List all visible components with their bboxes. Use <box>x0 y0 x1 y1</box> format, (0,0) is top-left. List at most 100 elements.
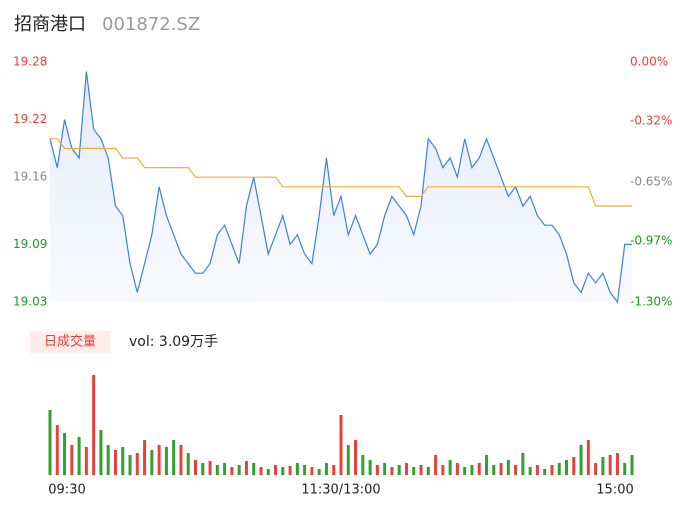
volume-bar <box>499 463 503 475</box>
y2-tick-label: 0.00% <box>630 55 668 69</box>
volume-bar <box>375 465 379 475</box>
price-line <box>49 71 632 304</box>
volume-bar <box>543 469 547 475</box>
volume-bar <box>295 463 299 475</box>
x-tick-label: 15:00 <box>596 483 633 498</box>
volume-bar <box>194 460 197 475</box>
volume-bar <box>586 440 590 475</box>
volume-bar <box>601 457 605 475</box>
volume-bar <box>579 445 583 475</box>
volume-bar <box>615 453 619 475</box>
volume-bar <box>317 469 321 475</box>
volume-bar <box>99 430 103 475</box>
volume-button-label[interactable]: 日成交量 <box>44 334 96 350</box>
volume-bar <box>150 450 154 475</box>
y2-tick-label: -0.97% <box>630 234 672 248</box>
y-tick-label: 19.09 <box>13 237 47 251</box>
volume-bar <box>164 447 168 475</box>
volume-bar <box>506 460 510 475</box>
y2-tick-label: -1.30% <box>630 295 672 309</box>
volume-bar <box>550 465 554 475</box>
y-tick-label: 19.22 <box>13 112 47 126</box>
volume-bar <box>266 469 270 475</box>
stock-code: 001872.SZ <box>102 14 200 35</box>
volume-bar <box>521 453 525 475</box>
volume-bar <box>455 463 459 475</box>
volume-bar <box>324 463 328 475</box>
volume-bar <box>535 465 539 475</box>
volume-bar <box>383 463 387 475</box>
x-tick-label: 11:30/13:00 <box>301 483 380 498</box>
volume-bar <box>70 445 74 475</box>
volume-button[interactable] <box>30 331 110 353</box>
volume-bar <box>448 460 452 475</box>
volume-bar <box>434 455 438 475</box>
volume-bar <box>172 440 176 475</box>
volume-text: vol: 3.09万手 <box>129 334 218 350</box>
volume-bar <box>630 455 634 475</box>
volume-bar <box>223 463 227 475</box>
volume-bar <box>288 466 292 475</box>
volume-bar <box>477 463 481 475</box>
volume-bar <box>608 455 612 475</box>
volume-bar <box>244 461 248 475</box>
volume-bar <box>332 465 336 475</box>
volume-bar <box>528 467 532 475</box>
volume-bar <box>310 467 314 475</box>
volume-bar <box>157 445 161 475</box>
volume-bar <box>419 465 423 475</box>
volume-bar <box>492 465 496 475</box>
volume-bar <box>63 433 67 475</box>
volume-bar <box>135 453 139 475</box>
volume-bar <box>514 465 518 475</box>
volume-bar <box>201 463 205 475</box>
volume-bar <box>303 465 307 475</box>
volume-bar <box>397 465 401 475</box>
y-tick-label: 19.16 <box>13 170 47 184</box>
volume-bar <box>368 460 372 475</box>
y-tick-label: 19.03 <box>13 295 47 309</box>
x-tick-label: 09:30 <box>48 483 85 498</box>
volume-bar <box>441 465 445 475</box>
volume-bar <box>55 425 59 475</box>
volume-bar <box>48 410 52 475</box>
price-area <box>50 71 632 302</box>
volume-bar <box>623 463 627 475</box>
volume-bar <box>179 445 183 475</box>
volume-bar <box>259 467 263 475</box>
volume-bar <box>143 440 147 475</box>
y-tick-label: 19.28 <box>13 55 47 69</box>
average-line <box>50 138 632 207</box>
volume-bar <box>470 465 474 475</box>
volume-bar <box>252 463 256 475</box>
volume-bar <box>361 455 365 475</box>
volume-bar <box>113 450 117 475</box>
volume-bar <box>84 447 88 475</box>
volume-bar <box>485 455 488 475</box>
volume-bar <box>186 453 190 475</box>
volume-bar <box>565 460 569 475</box>
volume-bar <box>557 463 561 475</box>
stock-name: 招商港口 <box>14 14 86 35</box>
volume-bar <box>77 437 81 475</box>
volume-bar <box>106 445 110 475</box>
volume-bar <box>426 467 430 475</box>
volume-bar <box>208 461 212 475</box>
y2-tick-label: -0.32% <box>630 114 672 128</box>
volume-bar <box>230 467 234 475</box>
volume-bar <box>463 467 467 475</box>
volume-bar <box>128 455 132 475</box>
volume-bar <box>121 447 125 475</box>
y2-tick-label: -0.65% <box>630 175 672 189</box>
volume-bar <box>390 467 394 475</box>
volume-bar <box>346 445 350 475</box>
volume-bar <box>281 467 285 475</box>
volume-bar <box>572 457 576 475</box>
volume-bar <box>412 467 416 475</box>
volume-bar <box>404 463 408 475</box>
volume-bar <box>339 415 343 475</box>
volume-bar <box>215 465 219 475</box>
volume-bar <box>274 465 278 475</box>
